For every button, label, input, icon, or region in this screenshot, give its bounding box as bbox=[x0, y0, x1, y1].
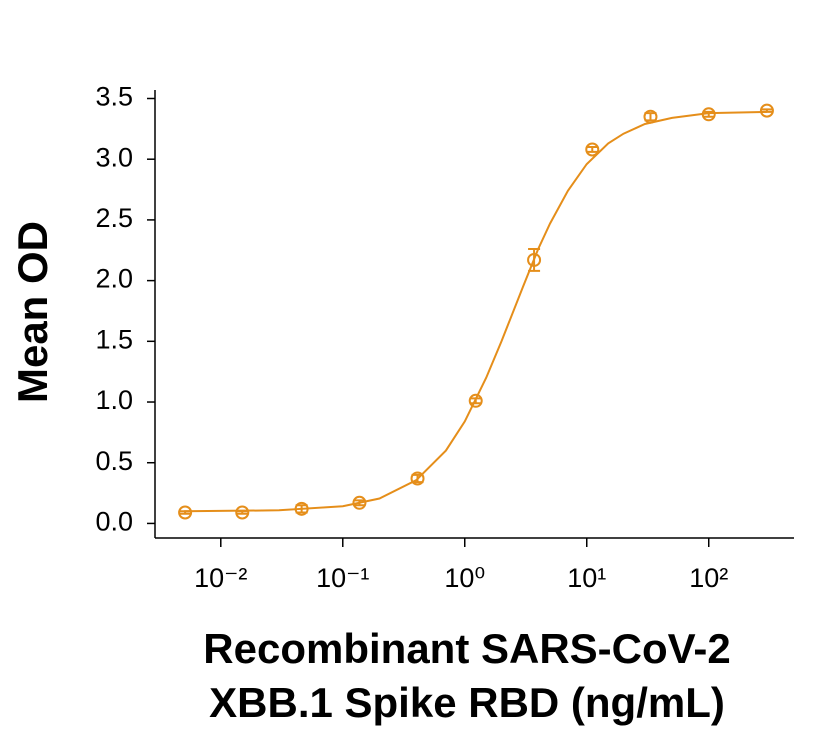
x-tick-label: 10⁻¹ bbox=[316, 563, 369, 593]
data-point bbox=[468, 393, 483, 408]
x-tick-label: 10⁻² bbox=[194, 563, 247, 593]
x-axis-title: Recombinant SARS-CoV-2 bbox=[203, 625, 730, 672]
x-tick-label: 10⁰ bbox=[444, 563, 485, 593]
data-point bbox=[585, 142, 600, 157]
error-bar bbox=[702, 110, 715, 118]
fit-curve bbox=[184, 110, 767, 513]
y-tick-label: 2.5 bbox=[95, 203, 133, 233]
error-bar bbox=[528, 248, 541, 272]
y-tick-label: 3.0 bbox=[95, 142, 133, 172]
data-point bbox=[759, 103, 774, 118]
error-bar bbox=[586, 146, 599, 153]
error-bar bbox=[236, 510, 249, 515]
data-point bbox=[352, 495, 367, 510]
y-axis-title: Mean OD bbox=[9, 221, 56, 403]
data-point bbox=[527, 252, 542, 267]
data-point bbox=[643, 109, 658, 124]
error-bar bbox=[353, 499, 366, 507]
y-tick-label: 1.0 bbox=[95, 385, 133, 415]
data-point bbox=[410, 471, 425, 486]
x-tick-label: 10¹ bbox=[567, 563, 606, 593]
y-tick-label: 2.0 bbox=[95, 264, 133, 294]
error-bar bbox=[179, 510, 192, 515]
y-tick-label: 0.5 bbox=[95, 446, 133, 476]
x-tick-label: 10² bbox=[689, 563, 728, 593]
error-bar bbox=[469, 397, 482, 405]
data-point bbox=[701, 107, 716, 122]
y-tick-label: 0.0 bbox=[95, 507, 133, 537]
data-point bbox=[235, 505, 250, 520]
data-point bbox=[178, 505, 193, 520]
y-tick-label: 1.5 bbox=[95, 324, 133, 354]
error-bar bbox=[644, 112, 657, 122]
y-tick-label: 3.5 bbox=[95, 82, 133, 112]
error-bar bbox=[760, 108, 773, 113]
x-axis-title: XBB.1 Spike RBD (ng/mL) bbox=[209, 679, 725, 726]
data-point bbox=[294, 501, 309, 516]
